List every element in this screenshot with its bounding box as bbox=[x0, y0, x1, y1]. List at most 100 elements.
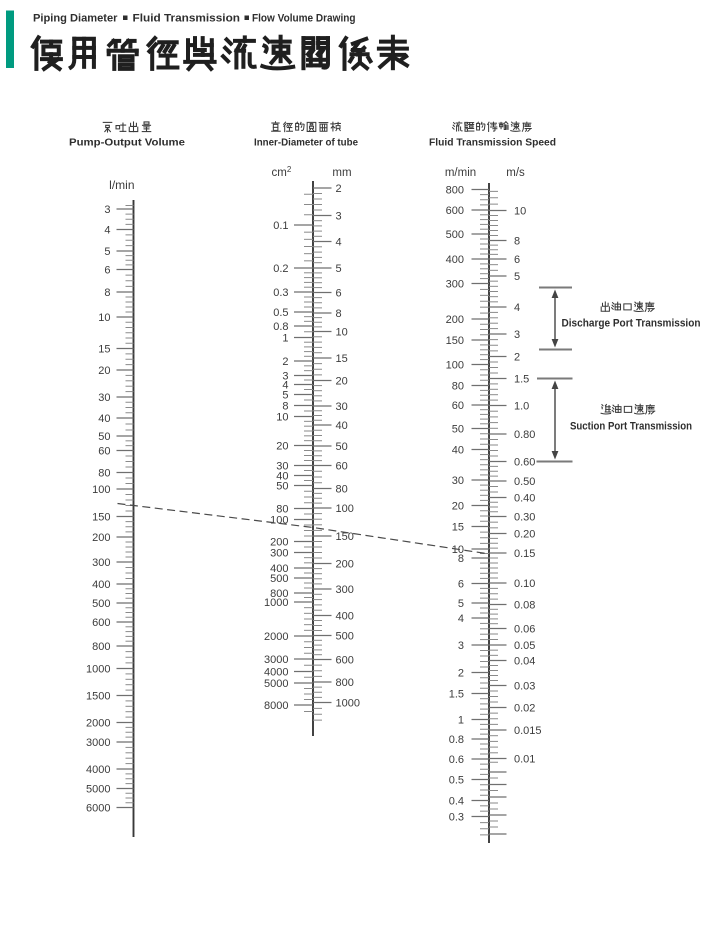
svg-text:50: 50 bbox=[336, 441, 348, 453]
svg-text:3: 3 bbox=[336, 210, 342, 222]
svg-text:300: 300 bbox=[92, 557, 110, 569]
svg-text:Fluid Transmission Speed: Fluid Transmission Speed bbox=[429, 137, 556, 149]
svg-text:60: 60 bbox=[98, 445, 110, 457]
svg-text:5: 5 bbox=[336, 263, 342, 275]
svg-text:600: 600 bbox=[446, 205, 464, 217]
svg-text:8: 8 bbox=[282, 400, 288, 412]
svg-text:6: 6 bbox=[336, 287, 342, 299]
svg-text:4: 4 bbox=[514, 302, 520, 314]
svg-text:0.02: 0.02 bbox=[514, 702, 535, 714]
svg-text:60: 60 bbox=[452, 400, 464, 412]
svg-text:5: 5 bbox=[104, 246, 110, 258]
svg-text:cm2: cm2 bbox=[272, 165, 292, 179]
svg-text:l/min: l/min bbox=[109, 178, 134, 192]
svg-text:6: 6 bbox=[514, 254, 520, 266]
svg-text:20: 20 bbox=[98, 365, 110, 377]
svg-text:100: 100 bbox=[446, 359, 464, 371]
svg-text:10: 10 bbox=[514, 205, 526, 217]
svg-text:800: 800 bbox=[336, 677, 354, 689]
svg-text:4: 4 bbox=[336, 236, 342, 248]
svg-text:100: 100 bbox=[92, 484, 110, 496]
svg-text:400: 400 bbox=[92, 579, 110, 591]
svg-text:0.01: 0.01 bbox=[514, 753, 535, 765]
svg-text:300: 300 bbox=[270, 547, 288, 559]
svg-text:0.05: 0.05 bbox=[514, 640, 535, 652]
svg-text:400: 400 bbox=[270, 563, 288, 575]
svg-text:200: 200 bbox=[446, 314, 464, 326]
svg-text:1: 1 bbox=[282, 332, 288, 344]
svg-text:50: 50 bbox=[98, 431, 110, 443]
svg-text:40: 40 bbox=[276, 470, 288, 482]
svg-text:800: 800 bbox=[446, 184, 464, 196]
svg-text:Suction Port Transmission: Suction Port Transmission bbox=[570, 421, 692, 433]
svg-text:5000: 5000 bbox=[264, 678, 288, 690]
svg-text:Inner-Diameter of tube: Inner-Diameter of tube bbox=[254, 137, 358, 149]
svg-text:300: 300 bbox=[446, 278, 464, 290]
svg-text:4: 4 bbox=[282, 379, 288, 391]
svg-text:5000: 5000 bbox=[86, 783, 110, 795]
svg-text:10: 10 bbox=[276, 411, 288, 423]
svg-text:500: 500 bbox=[446, 229, 464, 241]
svg-text:0.1: 0.1 bbox=[273, 220, 288, 232]
svg-text:2: 2 bbox=[514, 351, 520, 363]
svg-text:500: 500 bbox=[92, 598, 110, 610]
svg-text:1: 1 bbox=[458, 714, 464, 726]
svg-text:0.8: 0.8 bbox=[273, 321, 288, 333]
svg-text:4000: 4000 bbox=[264, 666, 288, 678]
svg-text:0.03: 0.03 bbox=[514, 680, 535, 692]
svg-text:500: 500 bbox=[270, 573, 288, 585]
svg-text:1000: 1000 bbox=[336, 697, 360, 709]
svg-text:m/min: m/min bbox=[445, 167, 476, 179]
svg-text:15: 15 bbox=[336, 353, 348, 365]
svg-text:3000: 3000 bbox=[264, 654, 288, 666]
svg-text:40: 40 bbox=[98, 413, 110, 425]
svg-text:100: 100 bbox=[336, 503, 354, 515]
svg-text:0.04: 0.04 bbox=[514, 655, 535, 667]
svg-text:400: 400 bbox=[446, 254, 464, 266]
svg-text:80: 80 bbox=[452, 380, 464, 392]
svg-text:200: 200 bbox=[270, 536, 288, 548]
svg-text:800: 800 bbox=[270, 588, 288, 600]
svg-text:0.3: 0.3 bbox=[449, 811, 464, 823]
svg-text:1000: 1000 bbox=[264, 597, 288, 609]
svg-text:0.5: 0.5 bbox=[449, 774, 464, 786]
svg-text:2000: 2000 bbox=[264, 631, 288, 643]
svg-text:4: 4 bbox=[104, 224, 110, 236]
svg-text:0.15: 0.15 bbox=[514, 548, 535, 560]
svg-text:200: 200 bbox=[336, 558, 354, 570]
svg-text:Pump-Output Volume: Pump-Output Volume bbox=[69, 137, 185, 149]
svg-text:0.10: 0.10 bbox=[514, 578, 535, 590]
svg-text:10: 10 bbox=[98, 312, 110, 324]
svg-text:5: 5 bbox=[458, 598, 464, 610]
svg-text:6: 6 bbox=[104, 264, 110, 276]
svg-text:2: 2 bbox=[336, 183, 342, 195]
svg-text:1500: 1500 bbox=[86, 690, 110, 702]
svg-text:150: 150 bbox=[446, 335, 464, 347]
svg-text:8: 8 bbox=[104, 287, 110, 299]
svg-text:30: 30 bbox=[98, 392, 110, 404]
svg-text:0.2: 0.2 bbox=[273, 263, 288, 275]
svg-text:3: 3 bbox=[514, 329, 520, 341]
svg-text:60: 60 bbox=[336, 460, 348, 472]
svg-text:Discharge Port Transmission: Discharge Port Transmission bbox=[562, 318, 701, 330]
svg-text:0.6: 0.6 bbox=[449, 754, 464, 766]
svg-text:3000: 3000 bbox=[86, 737, 110, 749]
svg-text:10: 10 bbox=[336, 326, 348, 338]
svg-text:80: 80 bbox=[276, 503, 288, 515]
svg-text:8000: 8000 bbox=[264, 700, 288, 712]
svg-text:15: 15 bbox=[98, 343, 110, 355]
svg-text:40: 40 bbox=[336, 420, 348, 432]
svg-text:20: 20 bbox=[336, 375, 348, 387]
svg-text:2000: 2000 bbox=[86, 717, 110, 729]
svg-text:0.4: 0.4 bbox=[449, 795, 464, 807]
svg-text:0.06: 0.06 bbox=[514, 623, 535, 635]
svg-text:150: 150 bbox=[336, 531, 354, 543]
svg-text:8: 8 bbox=[514, 235, 520, 247]
svg-text:Piping Diameter: Piping Diameter bbox=[33, 13, 118, 25]
svg-text:4: 4 bbox=[458, 613, 464, 625]
svg-text:400: 400 bbox=[336, 610, 354, 622]
svg-text:500: 500 bbox=[336, 630, 354, 642]
svg-text:0.60: 0.60 bbox=[514, 456, 535, 468]
svg-text:2: 2 bbox=[282, 356, 288, 368]
svg-text:4000: 4000 bbox=[86, 764, 110, 776]
